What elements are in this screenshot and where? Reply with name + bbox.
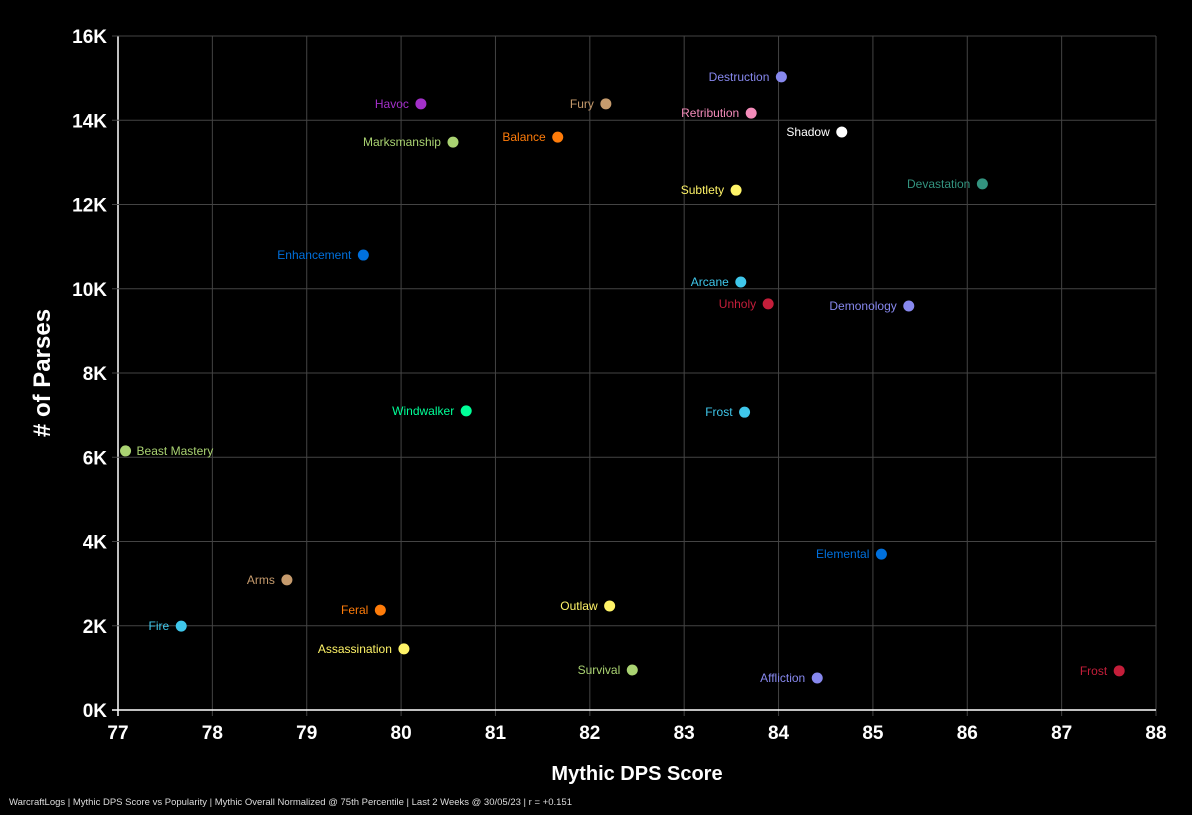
data-point: [1113, 665, 1125, 677]
data-label: Windwalker: [392, 404, 454, 418]
data-point: [374, 604, 386, 616]
footer-caption: WarcraftLogs | Mythic DPS Score vs Popul…: [9, 797, 572, 808]
data-label: Enhancement: [277, 248, 352, 262]
y-tick-label: 8K: [83, 364, 108, 385]
data-label: Elemental: [816, 547, 869, 561]
data-point: [398, 643, 410, 655]
data-label: Affliction: [760, 671, 805, 685]
x-axis-label: Mythic DPS Score: [551, 763, 722, 785]
data-point: [460, 405, 472, 417]
data-point: [735, 276, 747, 288]
data-label: Assassination: [318, 642, 392, 656]
data-point: [775, 71, 787, 83]
x-tick-label: 81: [485, 723, 507, 744]
data-label: Shadow: [786, 125, 830, 139]
y-tick-label: 16K: [72, 27, 107, 48]
data-point: [762, 298, 774, 310]
x-tick-label: 87: [1051, 723, 1072, 744]
data-label: Arms: [247, 573, 275, 587]
data-point: [745, 107, 757, 119]
y-tick-label: 6K: [83, 448, 108, 469]
data-point: [903, 300, 915, 312]
data-label: Subtlety: [681, 183, 724, 197]
data-label: Fire: [149, 619, 170, 633]
x-tick-label: 82: [579, 723, 600, 744]
data-point: [811, 672, 823, 684]
data-label: Balance: [502, 130, 546, 144]
data-point: [120, 445, 132, 457]
x-tick-label: 80: [391, 723, 412, 744]
x-tick-label: 83: [674, 723, 695, 744]
data-label: Havoc: [375, 97, 409, 111]
x-tick-label: 84: [768, 723, 790, 744]
x-tick-label: 88: [1145, 723, 1166, 744]
data-label: Destruction: [709, 70, 770, 84]
data-label: Demonology: [829, 299, 896, 313]
y-axis-label: # of Parses: [29, 309, 56, 437]
data-point: [175, 620, 187, 632]
data-point: [447, 136, 459, 148]
data-label: Devastation: [907, 177, 970, 191]
data-point: [281, 574, 293, 586]
y-tick-label: 2K: [83, 617, 108, 638]
data-point: [415, 98, 427, 110]
x-tick-label: 77: [107, 723, 128, 744]
data-label: Frost: [1080, 664, 1108, 678]
data-label: Frost: [705, 405, 733, 419]
y-tick-label: 4K: [83, 533, 108, 554]
data-label: Survival: [578, 663, 621, 677]
y-tick-label: 12K: [72, 196, 107, 217]
data-point: [552, 131, 564, 143]
data-point: [730, 184, 742, 196]
data-label: Fury: [570, 97, 594, 111]
data-label: Marksmanship: [363, 135, 441, 149]
x-tick-label: 79: [296, 723, 317, 744]
y-tick-label: 0K: [83, 701, 108, 722]
x-tick-label: 86: [957, 723, 978, 744]
y-tick-label: 10K: [72, 280, 107, 301]
data-point: [626, 664, 638, 676]
data-label: Outlaw: [560, 599, 598, 613]
data-point: [875, 548, 887, 560]
data-point: [836, 126, 848, 138]
data-label: Unholy: [719, 297, 756, 311]
data-point: [357, 249, 369, 261]
x-tick-label: 78: [202, 723, 223, 744]
data-label: Arcane: [691, 275, 729, 289]
data-label: Feral: [341, 603, 368, 617]
data-point: [976, 178, 988, 190]
y-tick-label: 14K: [72, 111, 107, 132]
data-point: [604, 600, 616, 612]
data-point: [600, 98, 612, 110]
data-label: Retribution: [681, 106, 739, 120]
x-tick-label: 85: [862, 723, 884, 744]
data-point: [739, 406, 751, 418]
data-label: Beast Mastery: [137, 444, 214, 458]
